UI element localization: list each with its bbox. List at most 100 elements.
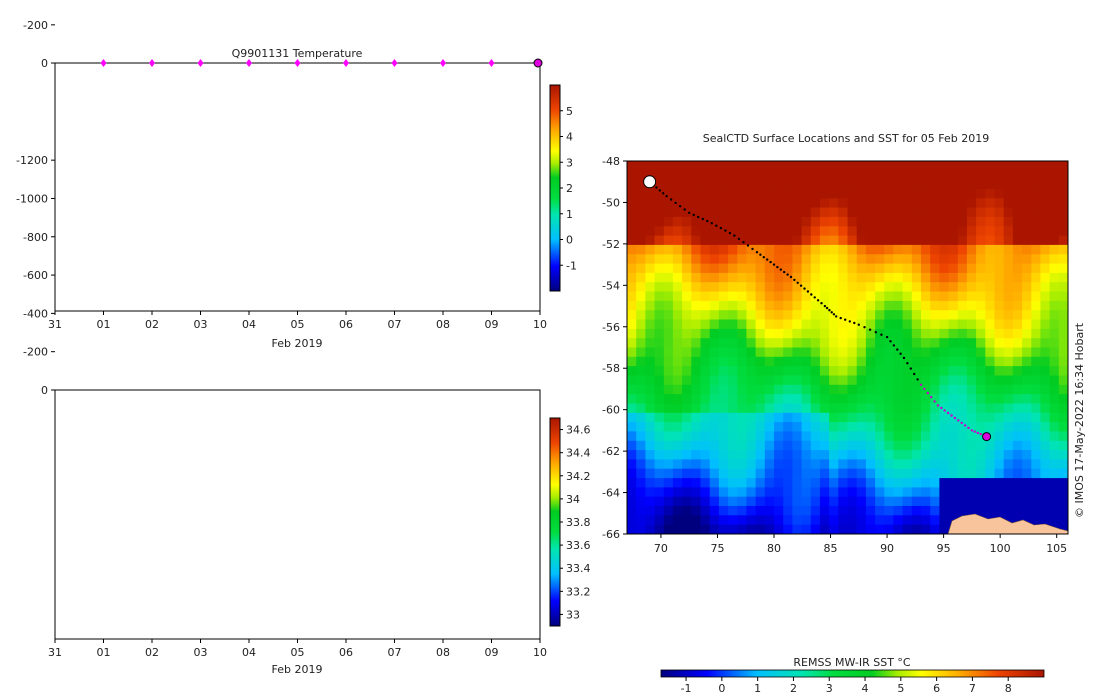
- sst-cell: [856, 263, 867, 274]
- sst-cell: [976, 198, 986, 209]
- sst-cell: [672, 310, 683, 321]
- sst-cell: [755, 161, 766, 171]
- sst-cell: [838, 356, 849, 367]
- sst-cell: [1031, 300, 1042, 311]
- sst-cell: [893, 235, 904, 246]
- sst-cell: [682, 254, 692, 265]
- sst-cell: [792, 161, 803, 171]
- sst-cell: [755, 254, 766, 265]
- sst-cell: [948, 319, 959, 330]
- sst-cell: [636, 216, 647, 227]
- sst-cell: [728, 310, 738, 321]
- sst-cell: [645, 347, 656, 358]
- x-tick-label: 08: [436, 318, 450, 331]
- sst-cell: [737, 207, 748, 218]
- sst-cell: [691, 170, 702, 181]
- x-tick-label: 04: [242, 646, 256, 659]
- sst-cell: [1022, 207, 1032, 218]
- sst-cell: [728, 356, 738, 367]
- sst-cell: [672, 263, 683, 274]
- sst-cell: [957, 338, 968, 349]
- sst-map-panel: SealCTD Surface Locations and SST for 05…: [602, 132, 1086, 695]
- sst-cell: [700, 310, 711, 321]
- sst-cell: [636, 254, 647, 265]
- sst-cell: [1049, 282, 1060, 293]
- sst-cell: [755, 170, 766, 181]
- sst-cell: [718, 356, 729, 367]
- sst-cell: [1040, 226, 1051, 237]
- sst-cell: [801, 189, 812, 199]
- x-tick-label: 03: [194, 646, 208, 659]
- sst-cell: [645, 226, 656, 237]
- sst-cell: [691, 300, 702, 311]
- sst-cell: [994, 347, 1005, 358]
- sst-cell: [672, 328, 683, 339]
- sst-cell: [810, 198, 821, 209]
- sst-cell: [1031, 235, 1042, 246]
- sst-cell: [810, 235, 821, 246]
- sst-cell: [1022, 282, 1032, 293]
- sst-cell: [847, 170, 858, 181]
- surface-marker: [391, 59, 398, 67]
- sst-cell: [856, 226, 867, 237]
- sst-cell: [884, 272, 895, 283]
- sst-cell: [764, 170, 775, 181]
- sst-cell: [755, 300, 766, 311]
- sst-cell: [911, 235, 922, 246]
- sst-cell: [985, 198, 996, 209]
- sst-cell: [627, 338, 637, 349]
- sst-cell: [893, 170, 904, 181]
- sst-cell: [1022, 263, 1032, 274]
- sst-cell: [691, 179, 702, 190]
- sst-cell: [764, 319, 775, 330]
- sst-cell: [1012, 207, 1023, 218]
- sst-cell: [1049, 207, 1060, 218]
- surface-marker: [488, 59, 495, 67]
- sst-cell: [1049, 179, 1060, 190]
- sst-cell: [939, 328, 950, 339]
- sst-cell: [654, 179, 665, 190]
- sst-cell: [829, 356, 839, 367]
- sst-cell: [985, 189, 996, 199]
- sst-cell: [1031, 291, 1042, 302]
- sst-cell: [783, 189, 794, 199]
- sst-cell: [700, 254, 711, 265]
- sst-cell: [709, 300, 720, 311]
- sst-cell: [709, 216, 720, 227]
- sst-cell: [700, 189, 711, 199]
- sst-cell: [829, 254, 839, 265]
- colorbar-tick-label: 5: [566, 105, 573, 118]
- sst-cell: [764, 207, 775, 218]
- sst-cell: [746, 310, 757, 321]
- sst-cell: [948, 328, 959, 339]
- sst-cell: [1012, 263, 1023, 274]
- sst-cell: [976, 338, 986, 349]
- x-tick-label: 04: [242, 318, 256, 331]
- sst-cell: [902, 291, 913, 302]
- sst-cell: [728, 207, 738, 218]
- sst-cell: [700, 207, 711, 218]
- sst-cell: [911, 300, 922, 311]
- sst-cell: [774, 272, 784, 283]
- sst-cell: [847, 272, 858, 283]
- sst-cell: [1040, 328, 1051, 339]
- sst-cell: [966, 263, 977, 274]
- sst-cell: [1003, 356, 1014, 367]
- sst-cell: [783, 356, 794, 367]
- sst-cell: [930, 338, 941, 349]
- sst-cell: [838, 216, 849, 227]
- sst-cell: [902, 263, 913, 274]
- sst-cell: [911, 179, 922, 190]
- sst-cell: [819, 235, 830, 246]
- sst-cell: [774, 263, 784, 274]
- sst-cell: [994, 179, 1005, 190]
- sst-cell: [994, 254, 1005, 265]
- sst-cell: [1003, 226, 1014, 237]
- sst-cell: [728, 216, 738, 227]
- sst-cell: [976, 216, 986, 227]
- sst-cell: [746, 244, 757, 255]
- sst-cell: [810, 310, 821, 321]
- sst-cell: [645, 291, 656, 302]
- sst-cell: [783, 347, 794, 358]
- sst-cell: [939, 282, 950, 293]
